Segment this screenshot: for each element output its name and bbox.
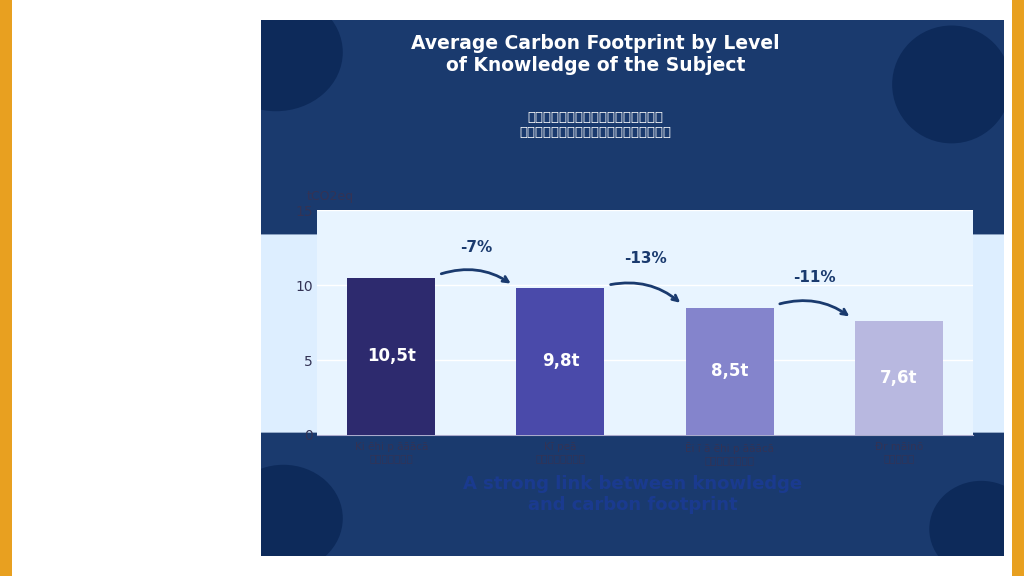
- Bar: [261, 186, 1004, 218]
- Bar: [855, 321, 943, 435]
- Bar: [347, 278, 435, 435]
- Text: tCO2eq: tCO2eq: [306, 190, 353, 203]
- Text: Average Carbon Footprint by Level
of Knowledge of the Subject: Average Carbon Footprint by Level of Kno…: [411, 33, 779, 74]
- Bar: [516, 288, 604, 435]
- Text: Base : 10 000 participant.e.s MyCO2: Base : 10 000 participant.e.s MyCO2: [447, 196, 689, 209]
- Text: 7,6t: 7,6t: [881, 369, 918, 387]
- Ellipse shape: [209, 0, 343, 111]
- Text: -13%: -13%: [624, 251, 667, 266]
- Text: カーボンフットプリントに関する知識
レベルに応じた平均的な二酸化炭素排出量: カーボンフットプリントに関する知識 レベルに応じた平均的な二酸化炭素排出量: [519, 111, 671, 139]
- Ellipse shape: [224, 465, 343, 572]
- Text: 8,5t: 8,5t: [711, 362, 749, 380]
- Text: -11%: -11%: [793, 270, 836, 285]
- Text: 9,8t: 9,8t: [542, 353, 580, 370]
- Text: -7%: -7%: [460, 240, 492, 255]
- Ellipse shape: [892, 25, 1011, 143]
- Ellipse shape: [930, 481, 1024, 576]
- Text: 10,5t: 10,5t: [367, 347, 416, 365]
- Bar: [686, 308, 774, 435]
- FancyBboxPatch shape: [239, 433, 1024, 572]
- Text: A strong link between knowledge
and carbon footprint: A strong link between knowledge and carb…: [463, 475, 802, 514]
- FancyBboxPatch shape: [239, 4, 1024, 234]
- FancyBboxPatch shape: [246, 9, 1018, 567]
- Bar: [261, 433, 1004, 465]
